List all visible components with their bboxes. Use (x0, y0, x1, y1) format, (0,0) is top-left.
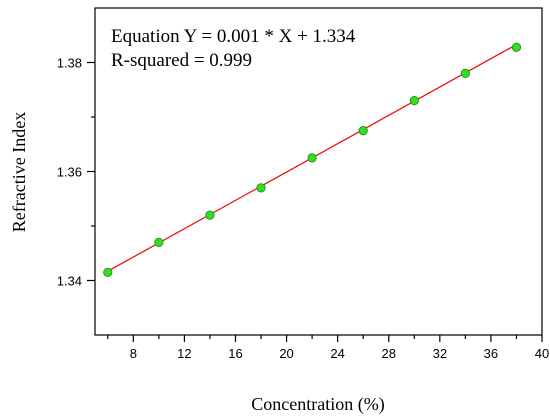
data-point (460, 68, 470, 79)
y-axis-ticks: 1.34 1.36 1.38 (57, 56, 95, 289)
x-tick-label: 20 (279, 346, 293, 361)
y-axis-label: Refractive Index (9, 112, 29, 232)
annotation-equation: Equation Y = 0.001 * X + 1.334 (111, 26, 356, 47)
y-tick-label: 1.36 (57, 165, 82, 180)
data-point (154, 237, 164, 247)
x-tick-label: 36 (484, 346, 498, 361)
data-point (103, 267, 113, 277)
series-layer (103, 42, 522, 277)
x-tick-label: 28 (382, 346, 396, 361)
x-tick-label: 16 (228, 346, 242, 361)
data-point (307, 153, 317, 163)
annotation-r-squared: R-squared = 0.999 (111, 50, 252, 71)
data-point (256, 183, 266, 193)
y-tick-label: 1.34 (57, 274, 82, 289)
x-tick-label: 8 (130, 346, 137, 361)
data-point (358, 126, 368, 136)
data-point (511, 42, 522, 52)
x-axis-ticks: 8 12 16 20 24 28 32 36 40 (107, 335, 549, 361)
x-tick-label: 12 (177, 346, 191, 361)
x-tick-label: 32 (433, 346, 447, 361)
data-point (409, 96, 419, 106)
data-point (205, 210, 215, 220)
x-tick-label: 40 (535, 346, 549, 361)
y-tick-label: 1.38 (57, 56, 82, 71)
x-axis-label: Concentration (%) (251, 394, 384, 415)
x-tick-label: 24 (330, 346, 344, 361)
